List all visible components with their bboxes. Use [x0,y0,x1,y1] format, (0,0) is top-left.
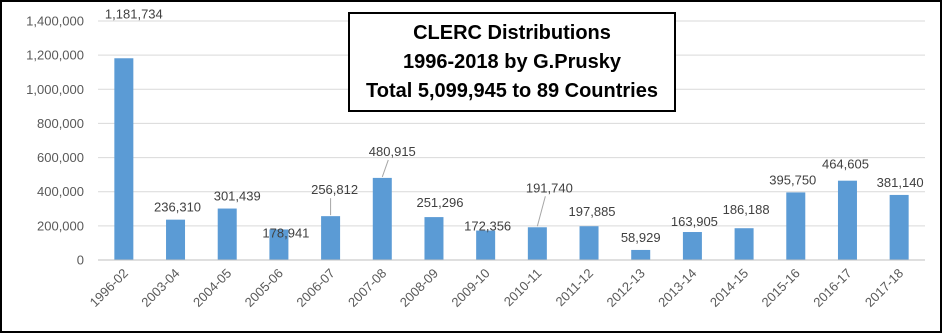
bar-2016-17 [837,180,857,260]
bar-2009-10 [476,230,496,260]
chart-title-line-3: Total 5,099,945 to 89 Countries [366,79,658,102]
data-label-2012-13: 58,929 [621,230,661,245]
x-tick-label: 2005-06 [242,266,286,310]
y-tick-label: 0 [77,253,84,268]
y-tick-label: 400,000 [37,184,84,199]
bar-2010-11 [527,227,547,260]
x-tick-label: 2006-07 [293,266,337,310]
x-tick-label: 2015-16 [759,266,803,310]
data-label-2014-15: 186,188 [723,202,770,217]
bar-2004-05 [217,208,237,260]
x-tick-label: 2011-12 [552,266,596,310]
data-labels: 1,181,734 236,310 301,439 178,941 256,812 480… [105,6,924,245]
y-tick-label: 600,000 [37,150,84,165]
bar-2012-13 [631,249,651,260]
bar-2003-04 [166,219,186,260]
chart-title-box: CLERC Distributions 1996-2018 by G.Prusk… [348,12,676,112]
bar-2005-06 [269,229,289,260]
x-tick-label: 2016-17 [810,266,854,310]
x-tick-label: 2007-08 [345,266,389,310]
data-label-2016-17: 464,605 [822,157,869,172]
chart-title-line-1: CLERC Distributions [413,21,611,44]
data-label-2006-07: 256,812 [311,182,358,197]
x-tick-label: 1996-02 [87,266,131,310]
leader-line [381,159,389,178]
leader-lines [330,159,546,227]
y-tick-label: 1,400,000 [26,14,84,29]
data-label-2005-06: 178,941 [262,225,309,240]
bar-2013-14 [682,232,702,260]
x-tick-label: 2004-05 [190,266,234,310]
x-tick-label: 2008-09 [397,266,441,310]
bar-2007-08 [372,177,392,260]
bar-2011-12 [579,226,599,260]
leader-line [536,196,546,227]
data-label-2003-04: 236,310 [154,200,201,215]
bars [114,58,909,260]
y-tick-label: 800,000 [37,116,84,131]
data-label-2009-10: 172,356 [464,219,511,234]
data-label-2011-12: 197,885 [569,204,616,219]
y-axis-tick-labels: 0 200,000 400,000 600,000 800,000 1,000,000 1,… [26,14,84,268]
data-label-2004-05: 301,439 [214,189,261,204]
bar-2015-16 [786,192,806,260]
data-label-2013-14: 163,905 [671,214,718,229]
x-tick-label: 2003-04 [138,266,182,310]
bar-2008-09 [424,217,444,260]
chart-title-line-2: 1996-2018 by G.Prusky [403,50,621,73]
x-tick-label: 2012-13 [603,266,647,310]
bar-2017-18 [889,194,909,260]
x-tick-label: 2014-15 [707,266,751,310]
data-label-2008-09: 251,296 [416,195,463,210]
x-axis-category-labels: 1996-02 2003-04 2004-05 2005-06 2006-07 2007-… [87,266,907,310]
y-tick-label: 1,000,000 [26,82,84,97]
data-label-1996-02: 1,181,734 [105,6,163,21]
data-label-2017-18: 381,140 [877,175,924,190]
y-tick-label: 1,200,000 [26,48,84,63]
x-tick-label: 2009-10 [448,266,492,310]
bar-1996-02 [114,58,134,260]
y-tick-label: 200,000 [37,218,84,233]
x-tick-label: 2013-14 [655,266,699,310]
bar-2006-07 [321,216,341,260]
data-label-2010-11: 191,740 [526,180,573,195]
data-label-2015-16: 395,750 [769,172,816,187]
bar-2014-15 [734,228,754,260]
x-tick-label: 2010-11 [501,266,545,310]
data-label-2007-08: 480,915 [369,144,416,159]
x-tick-label: 2017-18 [862,266,906,310]
